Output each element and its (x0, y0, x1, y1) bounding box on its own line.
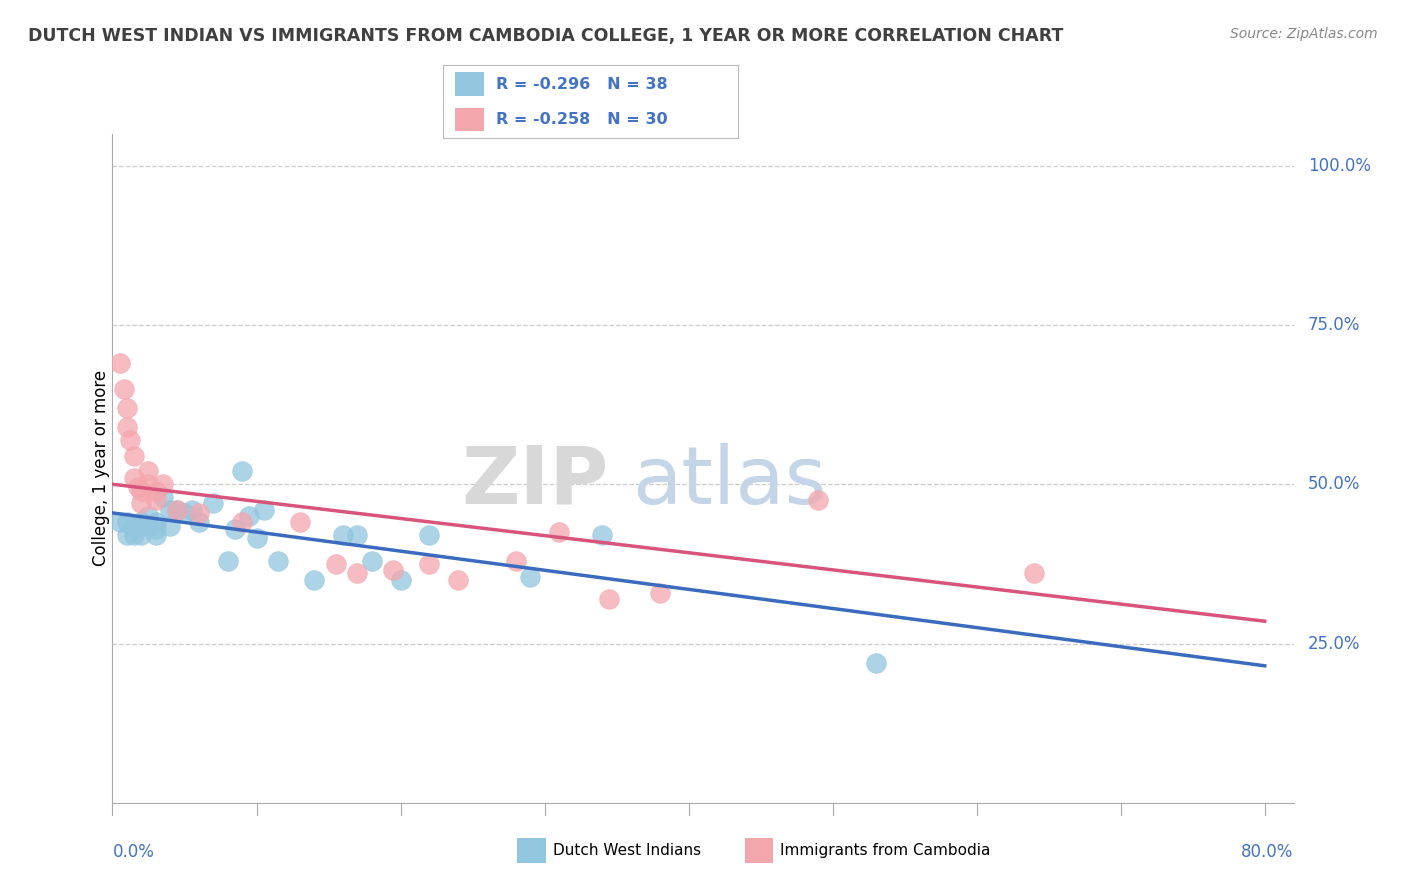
Text: R = -0.296   N = 38: R = -0.296 N = 38 (496, 77, 668, 92)
Point (346, 566, 368, 581)
Point (360, 554, 382, 568)
Text: atlas: atlas (633, 442, 827, 521)
Text: 100.0%: 100.0% (1308, 157, 1371, 175)
Point (865, 656, 887, 670)
Point (245, 532, 267, 546)
Point (598, 591, 620, 606)
Point (267, 554, 290, 568)
Point (224, 522, 246, 536)
Point (145, 522, 167, 536)
Point (447, 573, 470, 587)
Point (122, 522, 145, 536)
Point (145, 528, 167, 542)
Point (145, 493, 167, 508)
Point (129, 516, 152, 530)
Point (122, 528, 145, 542)
Point (807, 493, 830, 508)
Text: 50.0%: 50.0% (1308, 475, 1360, 493)
Text: DUTCH WEST INDIAN VS IMMIGRANTS FROM CAMBODIA COLLEGE, 1 YEAR OR MORE CORRELATIO: DUTCH WEST INDIAN VS IMMIGRANTS FROM CAM… (28, 27, 1063, 45)
Point (389, 573, 412, 587)
Point (548, 524, 571, 539)
Text: 25.0%: 25.0% (1308, 634, 1360, 653)
Point (173, 506, 195, 520)
Point (166, 502, 188, 516)
Point (152, 477, 174, 491)
Point (382, 563, 405, 577)
Point (418, 557, 440, 571)
Point (253, 502, 276, 516)
Point (591, 528, 613, 542)
Point (127, 480, 149, 494)
Point (325, 557, 347, 571)
Point (138, 465, 160, 479)
Point (115, 516, 138, 530)
Bar (454, 108, 484, 131)
Point (648, 585, 671, 599)
Point (129, 528, 152, 542)
Text: Immigrants from Cambodia: Immigrants from Cambodia (780, 844, 991, 858)
Point (138, 477, 160, 491)
Bar (454, 72, 484, 95)
Point (145, 483, 167, 498)
Text: 0.0%: 0.0% (112, 843, 155, 861)
Point (346, 528, 368, 542)
Point (418, 528, 440, 542)
Text: 75.0%: 75.0% (1308, 316, 1360, 334)
Point (138, 509, 160, 524)
Point (180, 502, 202, 516)
Point (115, 401, 138, 415)
Point (152, 490, 174, 504)
Point (118, 433, 141, 447)
Text: Dutch West Indians: Dutch West Indians (553, 844, 700, 858)
Point (129, 518, 152, 533)
Text: 80.0%: 80.0% (1241, 843, 1294, 861)
Point (187, 516, 209, 530)
Point (302, 573, 325, 587)
Point (519, 569, 541, 583)
Point (108, 356, 131, 370)
Point (505, 554, 527, 568)
Point (115, 528, 138, 542)
Text: ZIP: ZIP (461, 442, 609, 521)
Text: Source: ZipAtlas.com: Source: ZipAtlas.com (1230, 27, 1378, 41)
Point (288, 516, 311, 530)
Point (159, 502, 181, 516)
Point (145, 516, 167, 530)
Point (187, 506, 209, 520)
Point (332, 528, 354, 542)
Point (231, 465, 253, 479)
Point (166, 502, 188, 516)
Point (129, 483, 152, 498)
Point (115, 420, 138, 434)
Point (138, 518, 160, 533)
Point (1024, 566, 1046, 581)
Point (122, 449, 145, 463)
Point (217, 554, 239, 568)
Text: R = -0.258   N = 30: R = -0.258 N = 30 (496, 112, 668, 127)
Point (112, 382, 135, 396)
Point (108, 516, 131, 530)
Point (159, 518, 181, 533)
Y-axis label: College, 1 year or more: College, 1 year or more (93, 370, 110, 566)
Point (129, 496, 152, 510)
Point (122, 518, 145, 533)
Point (238, 509, 260, 524)
Point (202, 496, 225, 510)
Point (122, 471, 145, 485)
Point (231, 516, 253, 530)
